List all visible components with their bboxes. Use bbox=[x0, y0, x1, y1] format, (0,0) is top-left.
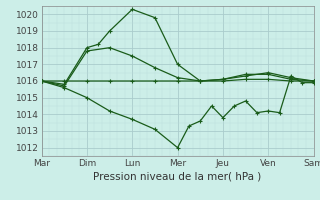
X-axis label: Pression niveau de la mer( hPa ): Pression niveau de la mer( hPa ) bbox=[93, 172, 262, 182]
